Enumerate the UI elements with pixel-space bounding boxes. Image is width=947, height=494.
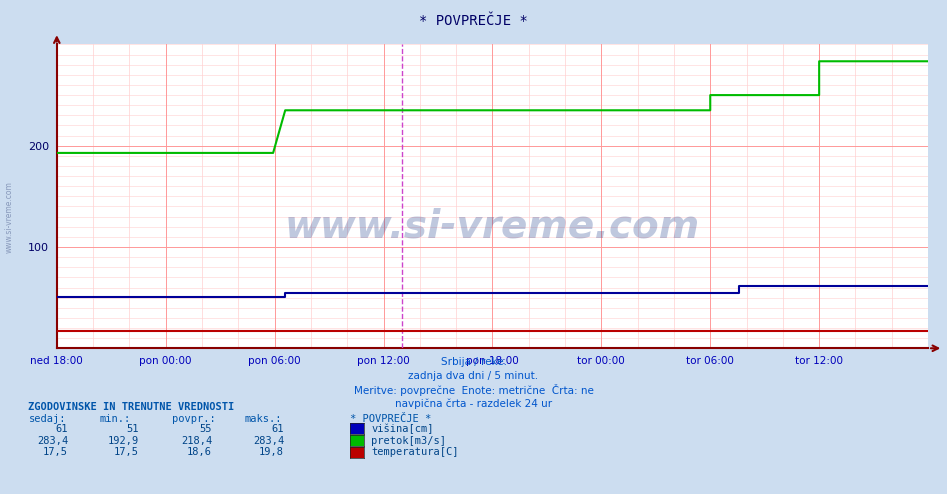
Text: * POVPREČJE *: * POVPREČJE * xyxy=(420,14,527,28)
Text: sedaj:: sedaj: xyxy=(28,414,66,424)
Text: 61: 61 xyxy=(272,424,284,434)
Text: 61: 61 xyxy=(56,424,68,434)
Text: 283,4: 283,4 xyxy=(37,436,68,446)
Text: temperatura[C]: temperatura[C] xyxy=(371,448,458,457)
Text: navpična črta - razdelek 24 ur: navpična črta - razdelek 24 ur xyxy=(395,398,552,409)
Text: www.si-vreme.com: www.si-vreme.com xyxy=(5,181,14,253)
Text: 17,5: 17,5 xyxy=(44,448,68,457)
Text: višina[cm]: višina[cm] xyxy=(371,423,434,434)
Text: pretok[m3/s]: pretok[m3/s] xyxy=(371,436,446,446)
Text: ZGODOVINSKE IN TRENUTNE VREDNOSTI: ZGODOVINSKE IN TRENUTNE VREDNOSTI xyxy=(28,402,235,412)
Text: 19,8: 19,8 xyxy=(259,448,284,457)
Text: 55: 55 xyxy=(200,424,212,434)
Text: maks.:: maks.: xyxy=(244,414,282,424)
Text: Meritve: povprečne  Enote: metrične  Črta: ne: Meritve: povprečne Enote: metrične Črta:… xyxy=(353,384,594,396)
Text: min.:: min.: xyxy=(99,414,131,424)
Text: povpr.:: povpr.: xyxy=(172,414,216,424)
Text: 283,4: 283,4 xyxy=(253,436,284,446)
Text: * POVPREČJE *: * POVPREČJE * xyxy=(350,414,432,424)
Text: 218,4: 218,4 xyxy=(181,436,212,446)
Text: 18,6: 18,6 xyxy=(188,448,212,457)
Text: 51: 51 xyxy=(127,424,139,434)
Text: 192,9: 192,9 xyxy=(108,436,139,446)
Text: zadnja dva dni / 5 minut.: zadnja dva dni / 5 minut. xyxy=(408,370,539,380)
Text: 17,5: 17,5 xyxy=(115,448,139,457)
Text: www.si-vreme.com: www.si-vreme.com xyxy=(285,208,700,246)
Text: Srbija / reke.: Srbija / reke. xyxy=(440,357,507,367)
